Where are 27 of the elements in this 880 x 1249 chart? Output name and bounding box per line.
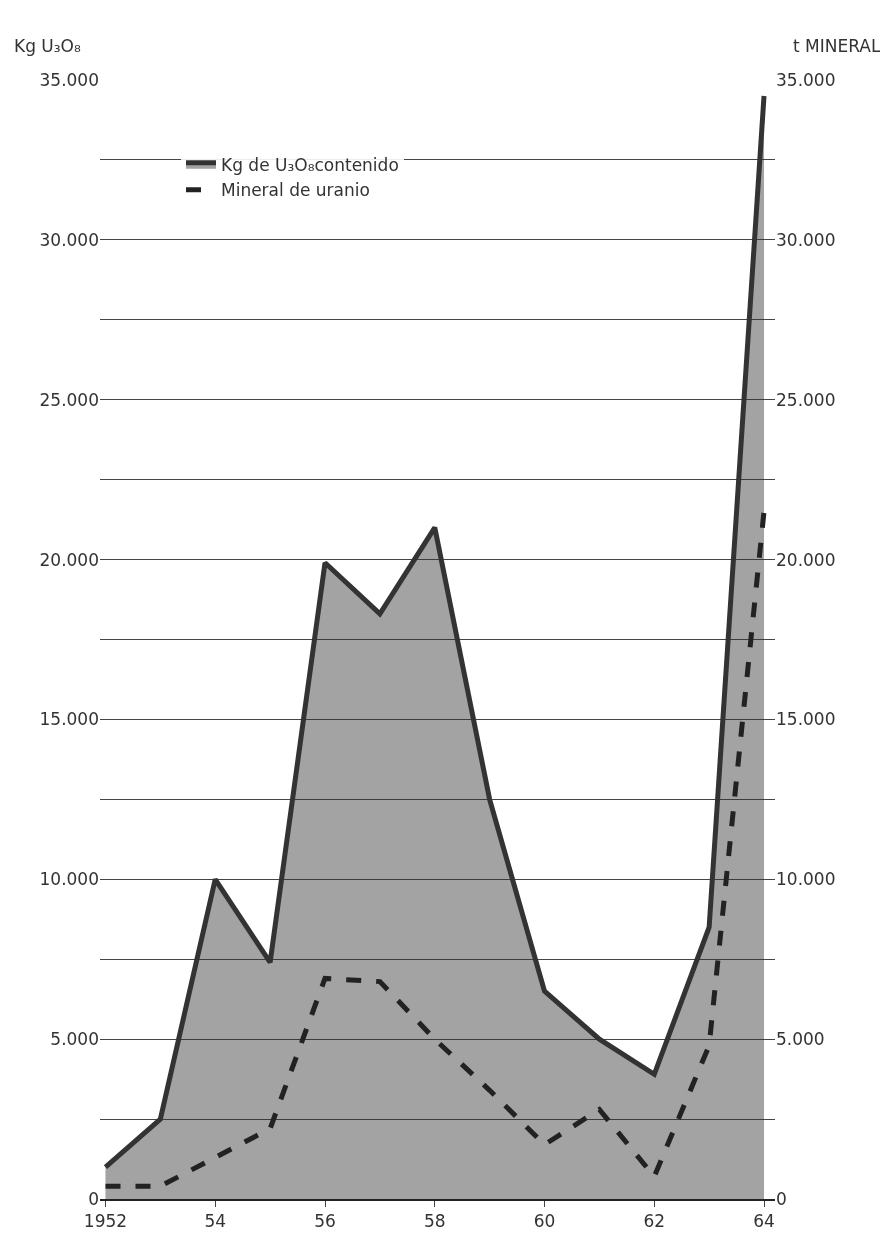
y2-tick-label: 25.000	[776, 389, 836, 410]
y-tick-label: 15.000	[39, 709, 99, 730]
x-tick-label: 54	[204, 1211, 227, 1232]
y-tick-label: 10.000	[39, 869, 99, 890]
y2-tick-label: 15.000	[776, 709, 836, 730]
y-tick-label: 20.000	[39, 549, 99, 570]
x-tick-label: 64	[753, 1211, 775, 1232]
legend-label: Kg de U₃O₈contenido	[221, 155, 399, 176]
legend-label: Mineral de uranio	[221, 180, 370, 201]
x-tick-label: 60	[533, 1211, 556, 1232]
y2-tick-label: 0	[776, 1188, 787, 1209]
y-tick-label: 0	[88, 1188, 99, 1209]
y-axis-title: Kg U₃O₈	[14, 36, 81, 56]
y2-tick-label: 10.000	[776, 869, 836, 890]
y2-tick-label: 30.000	[776, 229, 836, 250]
x-tick-label: 1952	[83, 1211, 128, 1232]
y-tick-label: 35.000	[39, 69, 99, 90]
y-tick-label: 30.000	[39, 229, 99, 250]
y2-tick-label: 5.000	[776, 1029, 825, 1050]
y-tick-label: 5.000	[50, 1029, 99, 1050]
y2-tick-label: 35.000	[776, 69, 836, 90]
y2-tick-label: 20.000	[776, 549, 836, 570]
x-tick-label: 58	[423, 1211, 446, 1232]
x-tick-label: 56	[314, 1211, 336, 1232]
x-tick-label: 62	[643, 1211, 666, 1232]
y2-axis-title: t MINERAL	[793, 36, 880, 56]
y-tick-label: 25.000	[39, 389, 99, 410]
